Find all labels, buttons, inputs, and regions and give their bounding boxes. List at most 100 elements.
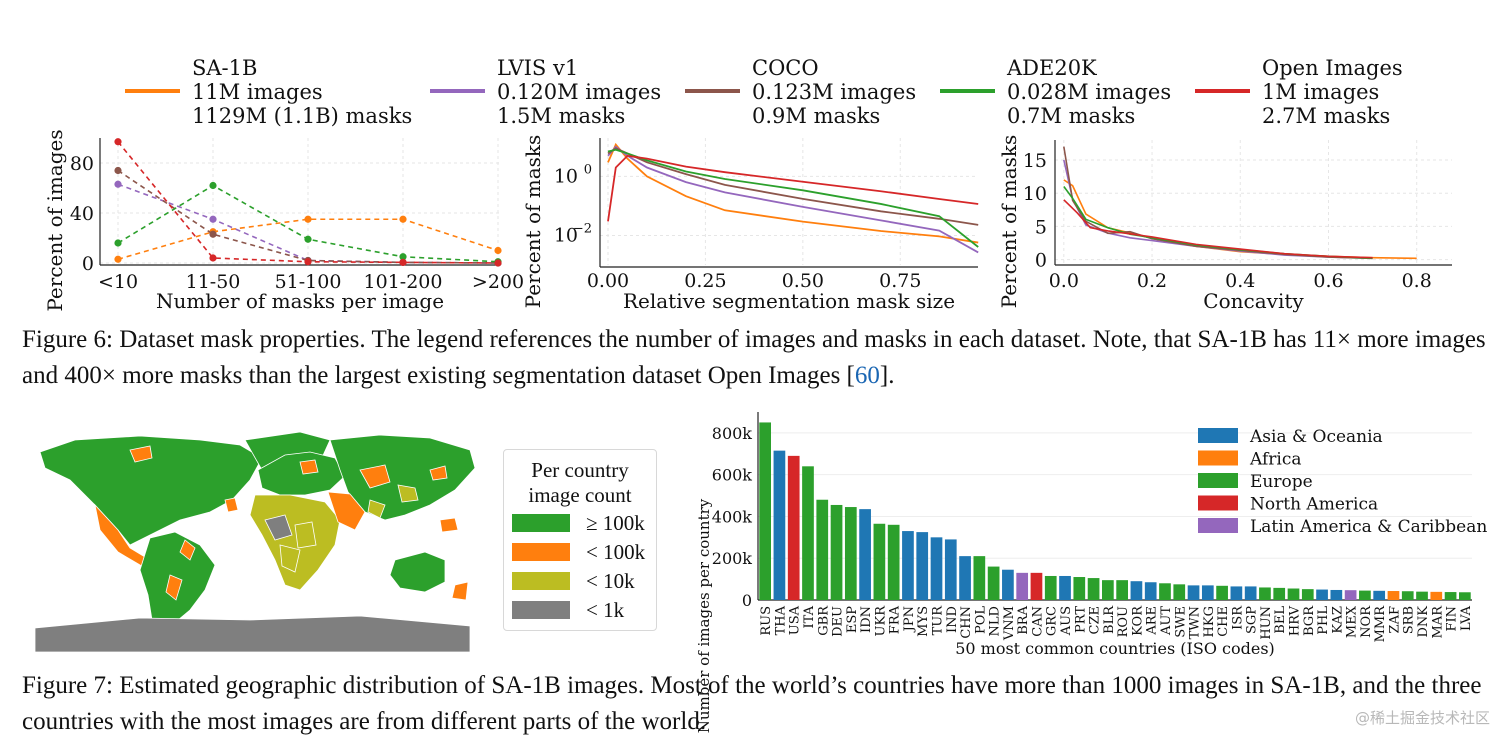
region-legend-swatch — [1198, 450, 1238, 466]
bar — [1444, 592, 1457, 600]
bar — [1044, 575, 1057, 600]
x-tick-label: BGR — [1302, 605, 1317, 636]
series-line — [607, 154, 979, 222]
map-region-accent — [264, 514, 293, 541]
y-tick-label: 10 — [554, 165, 578, 187]
map-legend-label: < 1k — [586, 597, 625, 622]
data-point — [114, 138, 122, 146]
map-legend-swatch — [512, 543, 570, 561]
x-tick-label: IND — [945, 606, 960, 633]
map-legend-title-line1: Per country — [531, 458, 629, 482]
x-axis-label: Number of masks per image — [156, 289, 444, 313]
bar — [973, 556, 986, 600]
bar — [1459, 592, 1471, 600]
y-tick-exponent: −2 — [573, 221, 592, 236]
y-tick-label: 400k — [712, 507, 753, 526]
data-point — [304, 215, 312, 223]
legend-masks-count: 1.5M masks — [497, 104, 625, 128]
data-point — [209, 254, 217, 262]
data-point — [114, 180, 122, 188]
map-region-accent — [294, 521, 317, 549]
bar — [873, 523, 886, 600]
legend-dataset-name: LVIS v1 — [497, 56, 578, 80]
series-line — [117, 218, 499, 261]
x-tick-label: ISR — [1230, 605, 1245, 630]
map-legend-title-line2: image count — [528, 483, 632, 507]
series-line — [117, 169, 499, 264]
map-region-accent — [359, 464, 391, 489]
y-axis-label: Percent of images — [43, 129, 67, 311]
bar — [1102, 580, 1114, 600]
map-region-accent — [129, 445, 153, 463]
x-tick-label: AUT — [1159, 606, 1174, 636]
map-region-accent — [451, 581, 469, 601]
bar — [930, 537, 943, 600]
map-region-accent — [179, 539, 196, 561]
x-tick-label: LVA — [1459, 605, 1474, 631]
y-tick-label: 10 — [554, 224, 578, 246]
x-tick-label: ROU — [1116, 606, 1131, 637]
x-tick-label: NLD — [988, 606, 1003, 636]
y-axis-label: Number of images per country — [695, 498, 713, 733]
region-legend-swatch — [1198, 428, 1238, 443]
bar — [1373, 590, 1386, 600]
bar — [1301, 589, 1314, 600]
series-line — [117, 183, 499, 264]
data-point — [399, 253, 407, 261]
map-legend-swatch — [512, 572, 570, 590]
legend-dataset-name: COCO — [752, 56, 819, 80]
map-region — [39, 435, 263, 546]
x-tick-label: FRA — [888, 605, 903, 634]
bar — [773, 450, 786, 600]
bar — [1187, 585, 1200, 600]
legend-images-count: 0.028M images — [1007, 80, 1171, 104]
region-legend-label: Africa — [1249, 450, 1302, 470]
bar — [844, 507, 857, 600]
x-tick-label: MAR — [1430, 605, 1445, 639]
y-tick-label: 80 — [70, 153, 94, 175]
x-tick-label: 0.2 — [1137, 270, 1167, 292]
x-tick-label: 11-50 — [186, 271, 241, 293]
x-tick-label: IDN — [859, 606, 874, 633]
bar — [1159, 583, 1171, 600]
x-tick-label: 51-100 — [275, 271, 342, 293]
data-point — [209, 181, 217, 190]
map-legend-label: < 100k — [586, 539, 646, 564]
map-legend-label: < 10k — [586, 568, 635, 593]
map-legend-swatch — [512, 514, 570, 532]
bar — [1059, 575, 1071, 600]
x-tick-label: ZAF — [1387, 606, 1402, 633]
x-tick-label: SRB — [1402, 606, 1417, 634]
data-point — [304, 235, 312, 243]
x-tick-label: <10 — [98, 271, 138, 293]
data-point — [114, 239, 122, 247]
bar — [1030, 572, 1043, 600]
data-point — [304, 258, 312, 266]
region-legend-label: Europe — [1250, 472, 1313, 492]
x-tick-label: DEU — [831, 606, 846, 637]
y-tick-label: 15 — [1023, 150, 1047, 172]
bar — [759, 422, 771, 600]
x-axis-label: 50 most common countries (ISO codes) — [955, 639, 1275, 658]
bar — [987, 566, 1000, 600]
map-region-accent — [224, 497, 239, 513]
data-point — [114, 166, 122, 175]
y-tick-label: 40 — [70, 203, 94, 225]
x-tick-label: 0.00 — [587, 270, 629, 292]
series-line — [607, 148, 979, 248]
legend-masks-count: 0.7M masks — [1007, 104, 1135, 128]
citation-link[interactable]: 60 — [854, 362, 880, 389]
data-point — [399, 258, 407, 266]
region-legend-label: Latin America & Caribbean — [1250, 517, 1487, 537]
x-tick-label: NOR — [1359, 605, 1374, 638]
bar — [1330, 589, 1343, 600]
map-legend-swatch — [512, 601, 570, 619]
y-tick-label: 10 — [1023, 183, 1047, 205]
map-legend-item: < 10k — [512, 568, 635, 593]
map-legend-item: < 1k — [512, 597, 625, 622]
bar — [1344, 590, 1357, 600]
data-point — [209, 230, 217, 238]
